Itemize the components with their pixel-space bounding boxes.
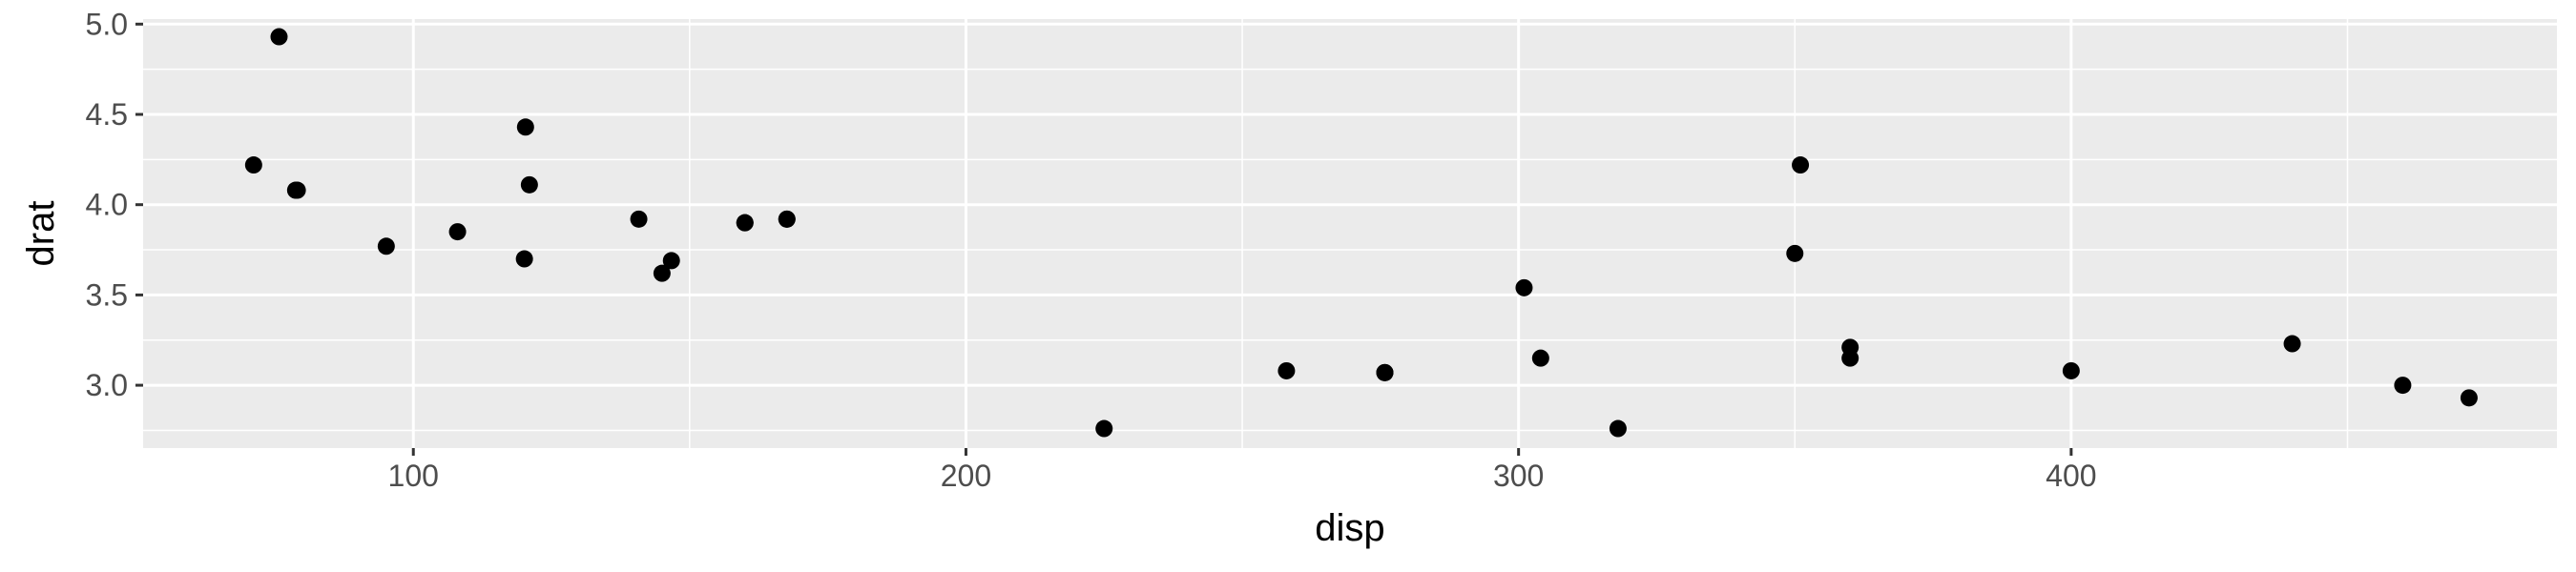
data-point	[1792, 156, 1810, 174]
data-point	[1841, 338, 1859, 357]
data-point	[270, 28, 288, 46]
x-tick-label: 300	[1493, 459, 1544, 493]
data-points	[244, 28, 2478, 438]
data-point	[1515, 278, 1533, 296]
y-tick-label: 4.0	[86, 188, 128, 222]
axis-ticks	[135, 22, 2073, 456]
data-point	[448, 223, 467, 241]
data-point	[2394, 377, 2412, 395]
data-point	[630, 210, 648, 228]
data-point	[520, 175, 538, 194]
data-point	[244, 156, 262, 174]
data-point	[377, 237, 395, 255]
x-tick-label: 400	[2046, 459, 2096, 493]
data-point	[653, 264, 671, 282]
data-point	[2283, 335, 2301, 353]
y-tick-label: 5.0	[86, 7, 128, 41]
grid-major-lines	[143, 19, 2557, 448]
y-tick-label: 3.0	[86, 368, 128, 402]
data-point	[288, 181, 306, 199]
data-point	[1376, 363, 1394, 381]
data-point	[1095, 419, 1113, 438]
data-point	[778, 210, 796, 228]
data-point	[516, 118, 534, 136]
data-point	[736, 214, 754, 232]
plot-panel	[143, 19, 2557, 448]
x-tick-label: 200	[941, 459, 991, 493]
x-axis-title: disp	[1315, 507, 1384, 549]
y-tick-label: 4.5	[86, 97, 128, 132]
y-axis-title: drat	[20, 201, 62, 267]
data-point	[1531, 349, 1549, 367]
data-point	[2460, 389, 2478, 407]
data-point	[2062, 361, 2080, 379]
data-point	[662, 252, 680, 270]
x-tick-label: 100	[388, 459, 439, 493]
y-tick-label: 3.5	[86, 277, 128, 312]
data-point	[515, 250, 533, 268]
data-point	[1278, 361, 1296, 379]
grid-minor-lines	[143, 19, 2557, 448]
y-axis-tick-labels: 3.0 3.5 4.0 4.5 5.0	[86, 7, 128, 402]
data-point	[1609, 419, 1627, 438]
x-axis-tick-labels: 100 200 300 400	[388, 459, 2097, 493]
data-point	[1786, 244, 1804, 262]
